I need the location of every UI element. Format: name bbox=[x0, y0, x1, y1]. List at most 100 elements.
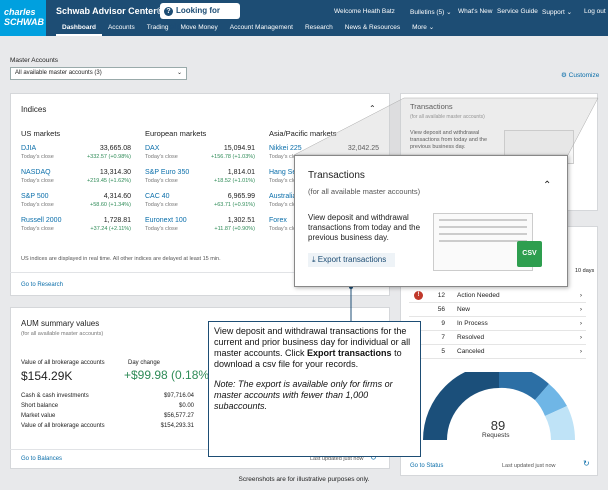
market-row: NASDAQ 13,314.30 Today's close +219.45 (+1.… bbox=[21, 169, 131, 193]
asia-markets-heading: Asia/Pacific markets bbox=[269, 129, 337, 138]
tab-accounts[interactable]: Accounts bbox=[107, 24, 135, 31]
us-markets-list: DJIA 33,665.08 Today's close +332.57 (+0.98… bbox=[21, 145, 131, 241]
aum-row-label: Short balance bbox=[21, 403, 59, 409]
market-name-link[interactable]: S&P Euro 350 bbox=[145, 169, 190, 176]
customize-link[interactable]: ⚙ Customize bbox=[561, 71, 599, 79]
market-value: 33,665.08 bbox=[99, 145, 131, 152]
market-name-link[interactable]: S&P 500 bbox=[21, 193, 49, 200]
help-button[interactable]: ? Looking for Help? bbox=[160, 3, 240, 31]
status-label: Action Needed bbox=[457, 292, 500, 299]
todays-close-label: Today's close bbox=[21, 178, 54, 184]
market-name-link[interactable]: CAC 40 bbox=[145, 193, 170, 200]
csv-file-icon: CSV bbox=[517, 241, 542, 267]
tab-move-money[interactable]: Move Money bbox=[180, 24, 218, 31]
alert-icon: ! bbox=[414, 291, 423, 300]
market-name-link[interactable]: Forex bbox=[269, 217, 287, 224]
todays-close-label: Today's close bbox=[145, 226, 178, 232]
market-name-link[interactable]: Australia bbox=[269, 193, 297, 200]
bulletins-link[interactable]: Bulletins (5) ⌄ bbox=[410, 8, 452, 16]
donut-label: Requests bbox=[482, 432, 510, 439]
market-name-link[interactable]: Nikkei 225 bbox=[269, 145, 302, 152]
aum-row-value: $97,716.04 bbox=[163, 393, 194, 399]
status-updated: Last updated just now bbox=[502, 463, 556, 469]
aum-row-label: Cash & cash investments bbox=[21, 393, 89, 399]
status-label: Canceled bbox=[457, 348, 485, 355]
tab-research[interactable]: Research bbox=[304, 24, 333, 31]
download-icon: ⤓ bbox=[312, 255, 316, 264]
logout-link[interactable]: Log out bbox=[584, 8, 606, 15]
divider bbox=[10, 272, 390, 273]
export-transactions-button[interactable]: ⤓ Export transactions bbox=[308, 253, 395, 267]
feature-callout: View deposit and withdrawal transactions… bbox=[208, 321, 421, 457]
go-to-research-link[interactable]: Go to Research bbox=[21, 282, 64, 288]
go-to-status-link[interactable]: Go to Status bbox=[410, 463, 444, 469]
status-count: 7 bbox=[441, 334, 445, 341]
nav-bar: Schwab Advisor Center® ? Looking for Help… bbox=[46, 0, 608, 36]
market-name-link[interactable]: DAX bbox=[145, 145, 160, 152]
transactions-desc: View deposit and withdrawal transactions… bbox=[410, 130, 500, 151]
refresh-icon[interactable]: ↻ bbox=[370, 453, 377, 462]
transactions-title: Transactions bbox=[410, 102, 453, 111]
market-change: +37.24 (+2.11%) bbox=[90, 226, 131, 232]
app-title: Schwab Advisor Center® bbox=[56, 6, 164, 16]
aum-row-value: $154,293.31 bbox=[160, 423, 194, 429]
market-name-link[interactable]: DJIA bbox=[21, 145, 37, 152]
schwab-logo[interactable]: charles SCHWAB bbox=[0, 0, 46, 36]
market-row: Nikkei 225 32,042.25 Today's close bbox=[269, 145, 379, 169]
us-markets-heading: US markets bbox=[21, 129, 61, 138]
market-name-link[interactable]: Euronext 100 bbox=[145, 217, 187, 224]
market-name-link[interactable]: Russell 2000 bbox=[21, 217, 62, 224]
indices-title: Indices bbox=[21, 105, 47, 114]
status-count: 9 bbox=[441, 320, 445, 327]
support-menu[interactable]: Support ⌄ bbox=[542, 8, 572, 16]
status-row[interactable]: 9 In Process › bbox=[409, 317, 586, 331]
market-value: 1,302.51 bbox=[227, 217, 255, 224]
tab-more-label: More bbox=[412, 24, 427, 31]
master-accounts-select[interactable]: All available master accounts (3) ⌄ bbox=[10, 67, 187, 80]
market-name-link[interactable]: Hang Se bbox=[269, 169, 297, 176]
status-row[interactable]: 5 Canceled › bbox=[409, 345, 586, 359]
status-count: 56 bbox=[437, 306, 445, 313]
chevron-down-icon: ⌄ bbox=[176, 70, 182, 76]
chevron-down-icon: ⌄ bbox=[446, 9, 452, 16]
tab-news-resources[interactable]: News & Resources bbox=[344, 24, 401, 31]
tab-more[interactable]: More ⌄ bbox=[406, 22, 440, 36]
footer-note: Screenshots are for illustrative purpose… bbox=[238, 476, 370, 483]
spreadsheet-thumbnail bbox=[433, 213, 533, 271]
service-guide-link[interactable]: Service Guide bbox=[497, 8, 538, 15]
status-count: 5 bbox=[441, 348, 445, 355]
zoom-subtitle: (for all available master accounts) bbox=[308, 187, 421, 196]
collapse-icon[interactable]: ⌃ bbox=[543, 180, 552, 191]
day-change-label: Day change bbox=[128, 360, 161, 366]
refresh-icon[interactable]: ↻ bbox=[583, 459, 590, 468]
market-row: Forex Today's close bbox=[269, 217, 379, 241]
tab-dashboard[interactable]: Dashboard bbox=[56, 22, 102, 36]
market-row: DAX 15,094.91 Today's close +156.78 (+1.03%… bbox=[145, 145, 255, 169]
market-row: Russell 2000 1,728.81 Today's close +37.24 … bbox=[21, 217, 131, 241]
status-row[interactable]: 12 Action Needed › bbox=[409, 289, 586, 303]
status-days: 10 days bbox=[575, 268, 595, 274]
market-value: 1,728.81 bbox=[103, 217, 131, 224]
chevron-down-icon: ⌄ bbox=[428, 24, 435, 31]
status-row[interactable]: 7 Resolved › bbox=[409, 331, 586, 345]
whats-new-link[interactable]: What's New bbox=[458, 8, 493, 15]
market-name-link[interactable]: NASDAQ bbox=[21, 169, 51, 176]
master-accounts-value: All available master accounts (3) bbox=[15, 70, 102, 76]
bulletins-label: Bulletins (5) bbox=[410, 9, 445, 16]
tab-account-management[interactable]: Account Management bbox=[229, 24, 293, 31]
market-change: +332.57 (+0.98%) bbox=[86, 154, 131, 160]
donut-total: 89 bbox=[490, 418, 506, 433]
collapse-icon[interactable]: ⌃ bbox=[369, 104, 376, 113]
go-to-balances-link[interactable]: Go to Balances bbox=[21, 456, 63, 462]
tab-trading[interactable]: Trading bbox=[146, 24, 169, 31]
aum-updated: Last updated just now bbox=[310, 456, 364, 462]
status-row[interactable]: 56 New › bbox=[409, 303, 586, 317]
transactions-subtitle: (for all available master accounts) bbox=[410, 114, 485, 120]
status-donut-chart bbox=[423, 372, 575, 440]
donut-segment-in-process bbox=[535, 384, 567, 416]
market-change: +18.52 (+1.01%) bbox=[214, 178, 255, 184]
european-markets-list: DAX 15,094.91 Today's close +156.78 (+1.03%… bbox=[145, 145, 255, 241]
zoom-desc: View deposit and withdrawal transactions… bbox=[308, 213, 421, 242]
aum-value-label: Value of all brokerage accounts bbox=[21, 360, 105, 366]
aum-row-label: Market value bbox=[21, 413, 56, 419]
